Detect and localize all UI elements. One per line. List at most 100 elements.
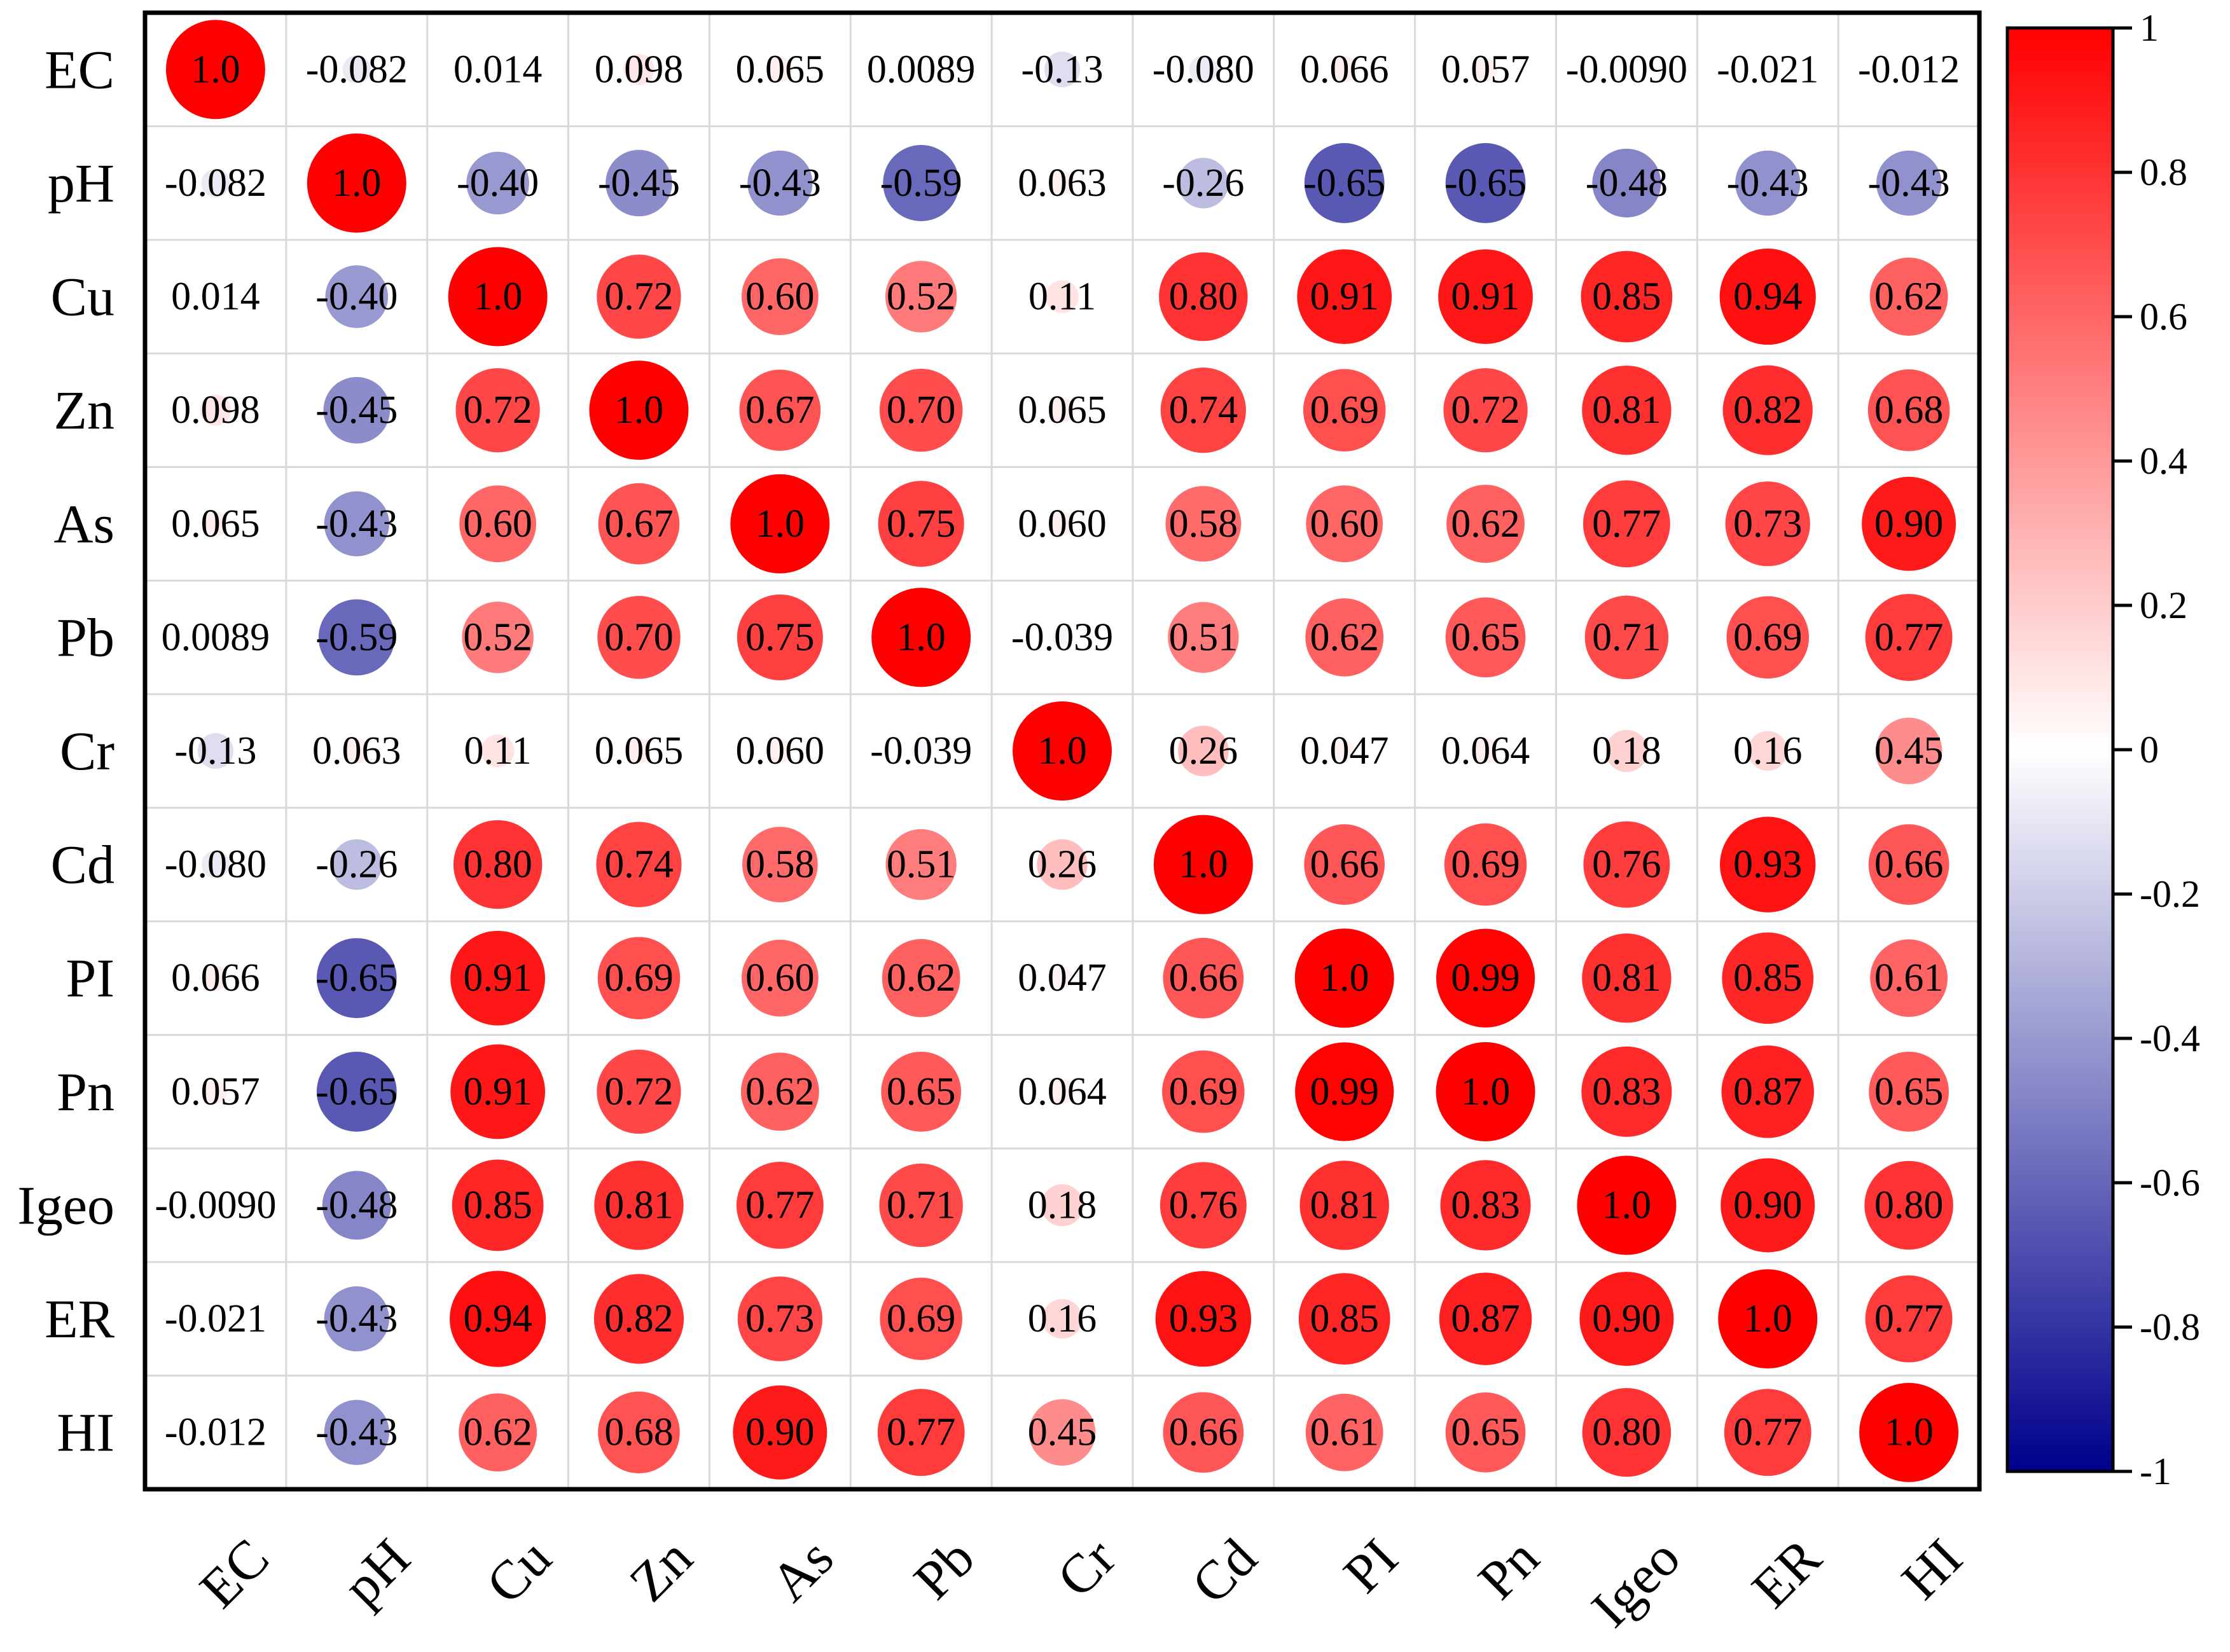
cell-value-cd-ec: -0.080 (165, 843, 267, 886)
cell-value-igeo-cd: 0.76 (1169, 1183, 1238, 1227)
cell-circle-pb-pb (871, 588, 971, 687)
cell-circle-igeo-igeo (1577, 1155, 1677, 1255)
cell-circle-cr-zn (626, 738, 652, 764)
cell-value-hi-igeo: 0.80 (1592, 1411, 1661, 1454)
cell-value-ph-ph: 1.0 (332, 162, 382, 205)
cell-circle-as-ph (324, 491, 389, 556)
cell-circle-igeo-ph (322, 1171, 391, 1240)
cell-circle-ph-cr (1049, 170, 1075, 196)
cell-value-pi-pi: 1.0 (1320, 956, 1369, 1000)
cell-circle-cu-cd (1159, 252, 1248, 341)
cell-circle-pn-as (740, 1052, 819, 1131)
cell-circle-pi-pn (1436, 928, 1535, 1028)
cell-value-hi-pi: 0.61 (1310, 1411, 1379, 1454)
colorbar-tick-label: 0.6 (2140, 296, 2187, 338)
cell-circle-zn-zn (589, 361, 689, 460)
cell-circle-cd-pn (1444, 823, 1527, 906)
cell-value-cu-zn: 0.72 (604, 275, 674, 319)
cell-value-cd-cr: 0.26 (1028, 843, 1097, 886)
column-label-hi: HI (1890, 1527, 1974, 1611)
cell-value-pi-zn: 0.69 (604, 956, 674, 1000)
cell-value-pi-er: 0.85 (1733, 956, 1803, 1000)
cell-value-pi-pb: 0.62 (887, 956, 956, 1000)
cell-circle-ph-hi (1876, 150, 1942, 216)
cell-circle-ec-cd (1189, 55, 1217, 84)
cell-circle-pn-pn (1436, 1042, 1535, 1141)
cell-circle-er-cr (1042, 1298, 1083, 1339)
cell-value-ec-pn: 0.057 (1441, 48, 1530, 91)
cell-value-pn-pb: 0.65 (887, 1070, 956, 1113)
cell-value-ph-cu: -0.40 (457, 162, 539, 205)
cell-circle-igeo-cu (452, 1159, 544, 1251)
cell-circle-ph-pi (1304, 143, 1385, 223)
cell-circle-cu-ph (325, 265, 389, 328)
cell-circle-zn-er (1722, 365, 1813, 455)
cell-circle-cu-pb (885, 261, 957, 333)
cell-value-pb-cd: 0.51 (1169, 616, 1238, 659)
cell-value-cr-pi: 0.047 (1300, 729, 1389, 773)
cell-circle-cr-cr (1013, 701, 1112, 801)
cell-value-er-ec: -0.021 (165, 1297, 267, 1340)
cell-circle-cr-hi (1875, 717, 1943, 785)
cell-value-cr-pn: 0.064 (1441, 729, 1530, 773)
cell-value-as-hi: 0.90 (1874, 502, 1944, 546)
cell-value-cu-ec: 0.014 (171, 275, 260, 319)
cell-value-cr-ph: 0.063 (312, 729, 401, 773)
cell-value-cd-ph: -0.26 (315, 843, 398, 886)
cell-circle-ec-hi (1903, 64, 1915, 75)
cell-circle-er-pb (880, 1277, 962, 1360)
cell-value-zn-pb: 0.70 (887, 389, 956, 432)
cell-circle-cr-ph (344, 738, 370, 764)
cell-value-ph-pn: -0.65 (1444, 162, 1527, 205)
colorbar-tick-label: -0.8 (2140, 1306, 2200, 1348)
cell-circle-zn-cd (1160, 368, 1246, 453)
row-axis-labels: EC pH Cu Zn As Pb Cr Cd PI Pn Igeo ER HI (17, 39, 114, 1463)
cell-value-pb-igeo: 0.71 (1592, 616, 1661, 659)
cell-value-igeo-pn: 0.83 (1451, 1183, 1520, 1227)
cell-circle-pn-zn (597, 1049, 681, 1134)
cell-value-cd-hi: 0.66 (1874, 843, 1944, 886)
cell-value-ph-igeo: -0.48 (1586, 162, 1668, 205)
cell-value-zn-cu: 0.72 (463, 389, 532, 432)
cell-value-igeo-zn: 0.81 (604, 1183, 674, 1227)
cell-circle-as-er (1725, 481, 1810, 567)
cell-value-cr-ec: -0.13 (174, 729, 256, 773)
cell-value-er-er: 1.0 (1743, 1297, 1792, 1340)
cell-circle-pb-cu (462, 602, 534, 673)
cell-circle-pi-er (1722, 932, 1814, 1024)
cell-circle-igeo-pn (1440, 1160, 1531, 1251)
cell-circle-pn-ec (204, 1080, 228, 1104)
column-label-cu: Cu (474, 1527, 563, 1615)
cell-value-as-cd: 0.58 (1169, 502, 1238, 546)
cell-value-er-pb: 0.69 (887, 1297, 956, 1340)
cell-value-zn-er: 0.82 (1733, 389, 1803, 432)
cell-circle-cr-pb (911, 741, 931, 761)
cell-value-ph-as: -0.43 (739, 162, 821, 205)
cell-circle-ec-ph (342, 55, 371, 84)
cell-circle-pn-pb (881, 1051, 962, 1132)
cell-circle-zn-pb (879, 368, 963, 452)
cell-value-zn-ph: -0.45 (315, 389, 398, 432)
cell-value-hi-as: 0.90 (745, 1411, 815, 1454)
cell-value-er-cu: 0.94 (463, 1297, 532, 1340)
cell-circle-hi-ec (210, 1427, 221, 1438)
cell-circle-ec-cu (492, 64, 504, 76)
cell-value-ph-zn: -0.45 (598, 162, 680, 205)
cell-value-hi-ec: -0.012 (165, 1411, 267, 1454)
cell-value-cd-cu: 0.80 (463, 843, 532, 886)
cell-circle-pb-pn (1445, 597, 1526, 678)
cell-circle-as-ec (203, 511, 228, 537)
cell-circle-pi-as (741, 939, 819, 1017)
cell-circle-er-ph (324, 1286, 389, 1352)
cell-value-hi-cu: 0.62 (463, 1411, 532, 1454)
cell-circle-cr-as (768, 738, 793, 764)
cell-value-pn-pi: 0.99 (1310, 1070, 1379, 1113)
cell-value-ph-pb: -0.59 (880, 162, 962, 205)
cell-value-igeo-igeo: 1.0 (1602, 1183, 1652, 1227)
cell-circle-ph-pb (883, 145, 960, 221)
cell-circle-er-igeo (1579, 1272, 1674, 1366)
cell-circle-cd-pb (885, 829, 957, 900)
cell-value-as-ec: 0.065 (171, 502, 260, 546)
cell-value-cr-hi: 0.45 (1874, 729, 1944, 773)
